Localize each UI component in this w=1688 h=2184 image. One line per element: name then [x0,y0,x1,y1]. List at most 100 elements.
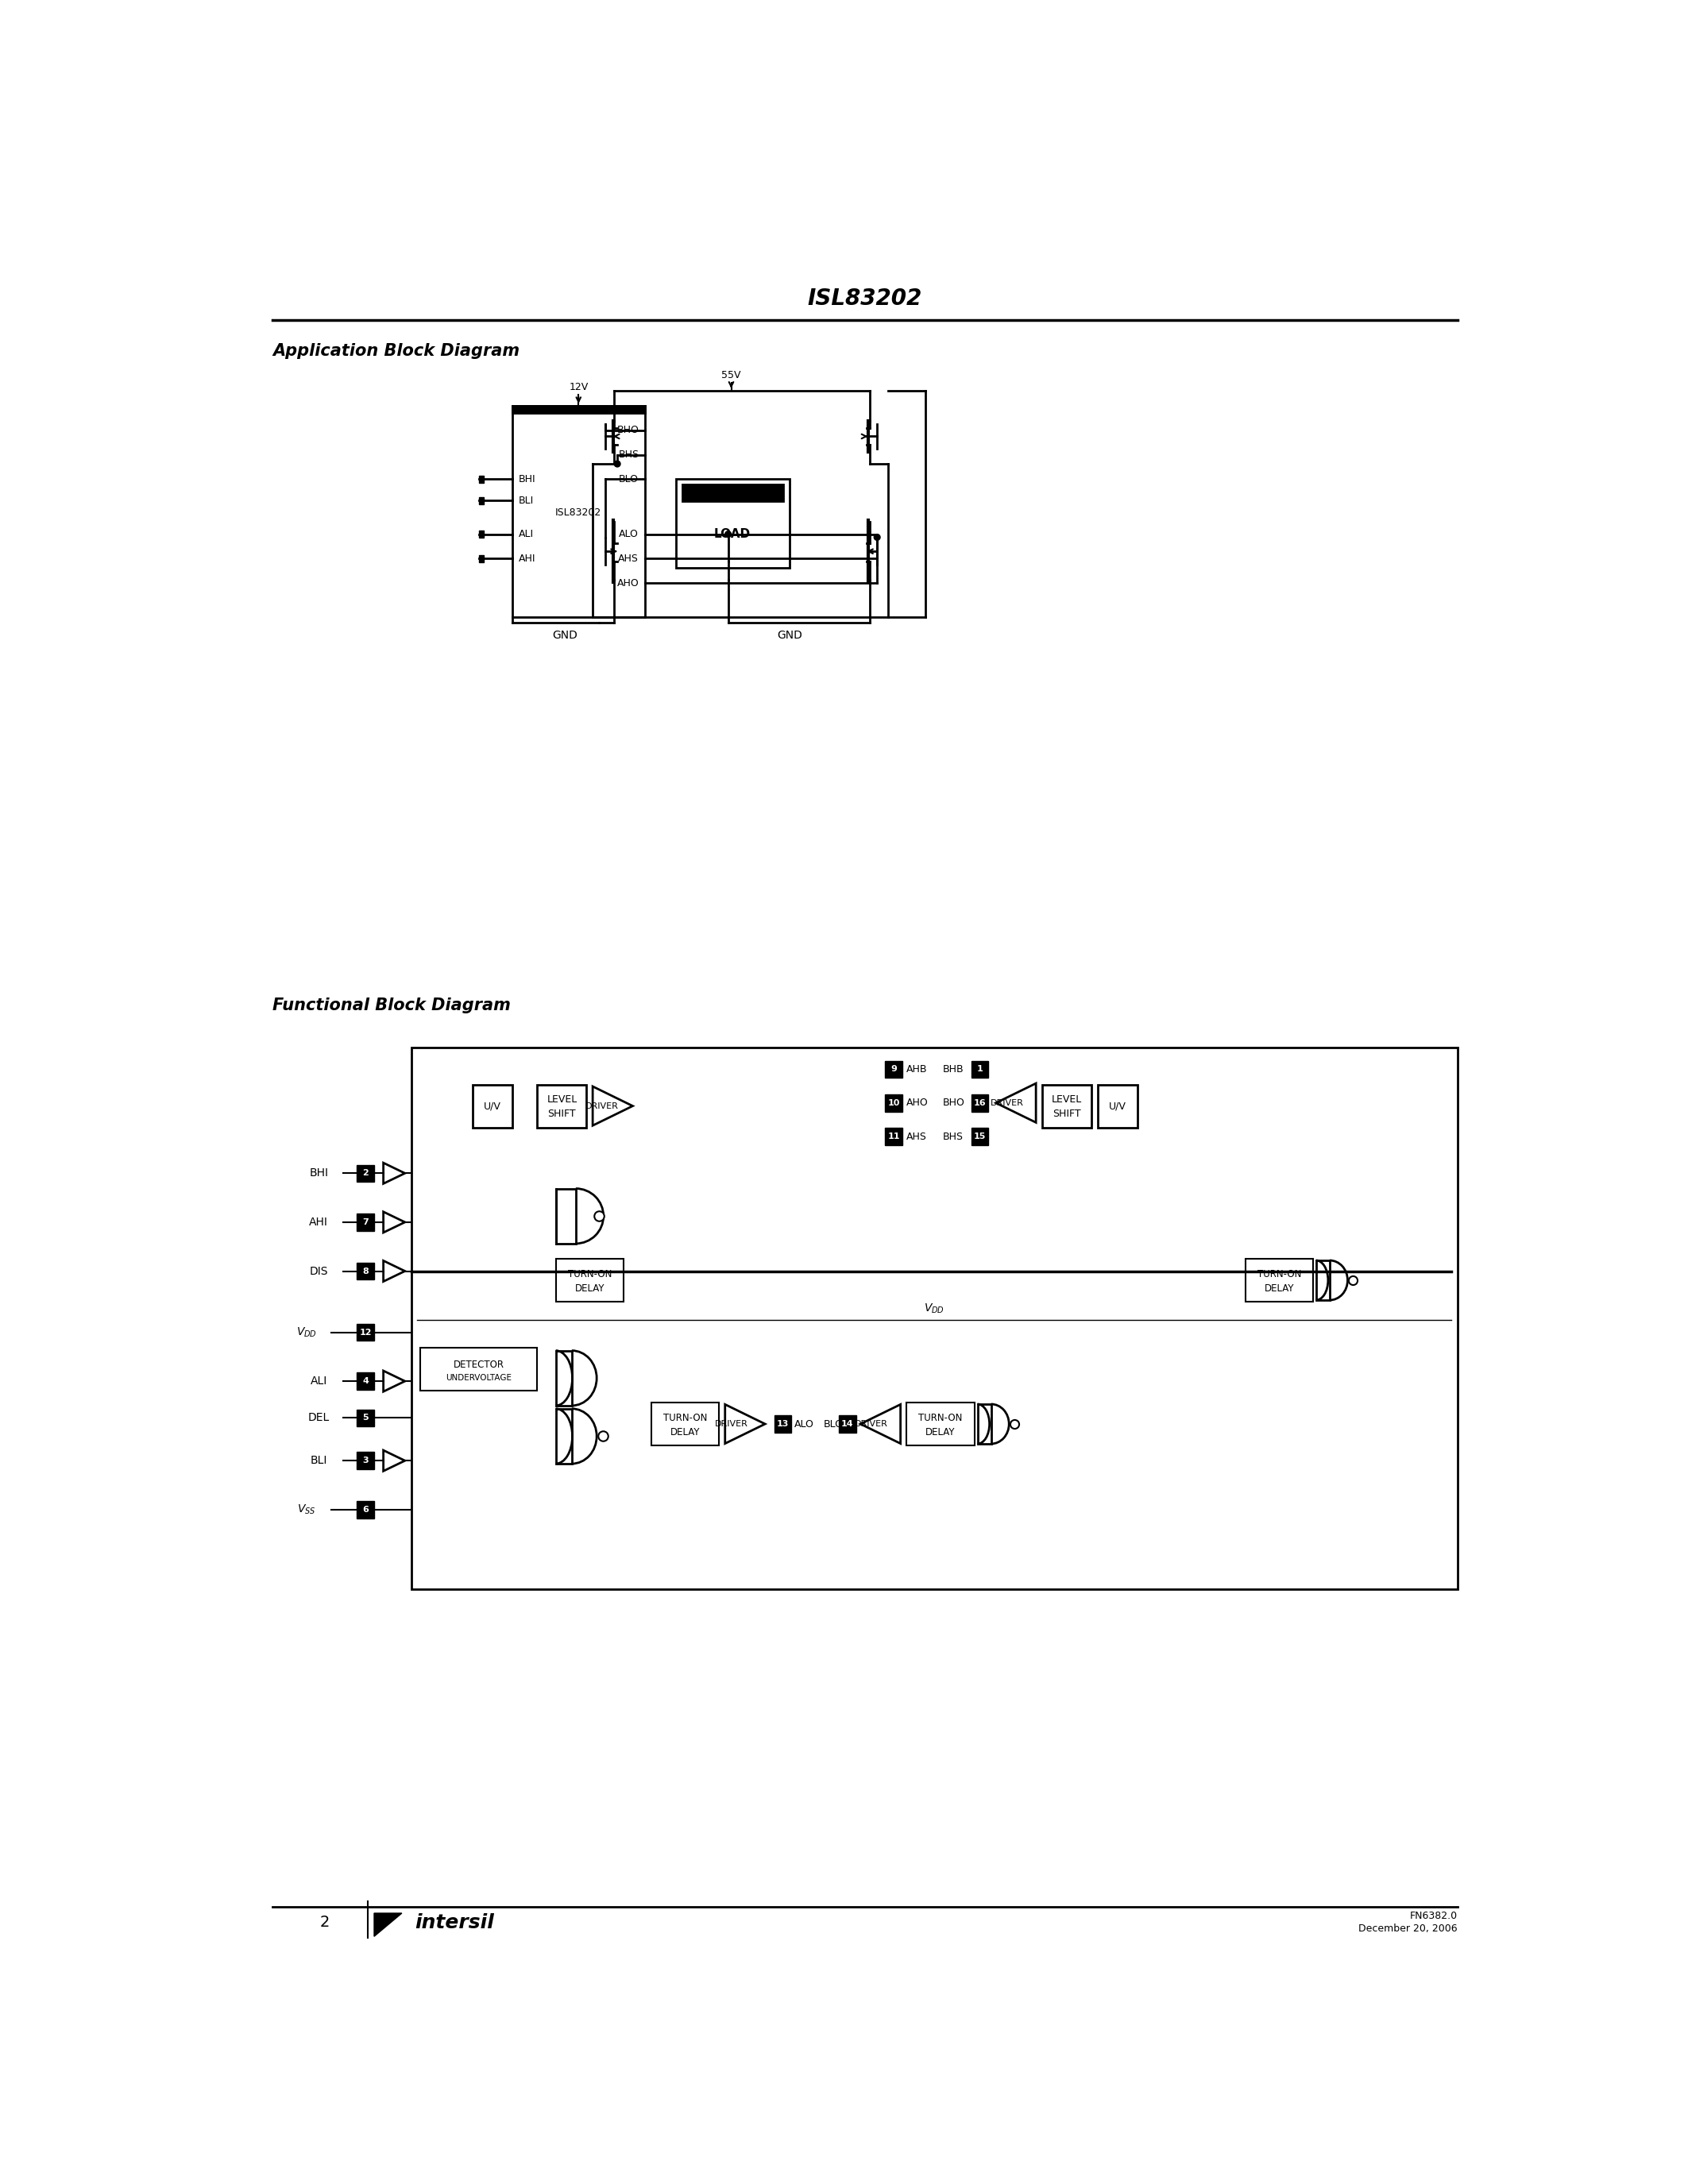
Circle shape [614,461,621,467]
Bar [555,1258,623,1302]
Bar [479,476,484,483]
Text: 11: 11 [888,1133,900,1140]
Text: 9: 9 [891,1066,896,1072]
Text: 8: 8 [363,1267,368,1275]
Circle shape [874,535,879,539]
Text: 3: 3 [363,1457,368,1465]
Text: TURN-ON: TURN-ON [1258,1269,1301,1280]
Text: DRIVER: DRIVER [991,1099,1023,1107]
Bar [356,1262,375,1280]
Bar [412,1048,1458,1590]
Text: ALI: ALI [311,1376,327,1387]
Bar [971,1094,989,1112]
Text: BHO: BHO [944,1099,966,1107]
Text: 6: 6 [363,1505,368,1514]
Text: DIS: DIS [309,1265,327,1278]
Text: LEVEL: LEVEL [547,1094,577,1105]
Bar [473,1085,513,1127]
Text: AHB: AHB [906,1064,927,1075]
Bar [356,1372,375,1389]
Text: DRIVER: DRIVER [854,1420,888,1428]
Text: BHI: BHI [518,474,537,485]
Text: 7: 7 [363,1219,368,1225]
Text: DELAY: DELAY [574,1282,604,1293]
Bar [971,1061,989,1079]
Bar [652,1402,719,1446]
Text: AHI: AHI [518,553,535,563]
Text: LEVEL: LEVEL [1052,1094,1082,1105]
Text: TURN-ON: TURN-ON [567,1269,611,1280]
Text: FN6382.0: FN6382.0 [1409,1911,1458,1922]
Text: BHS: BHS [618,450,638,461]
Bar [356,1164,375,1182]
Text: AHI: AHI [309,1216,327,1227]
Bar [537,1085,586,1127]
Text: SHIFT: SHIFT [547,1109,576,1118]
Text: DEL: DEL [307,1413,329,1424]
Text: 13: 13 [776,1420,788,1428]
Text: 1: 1 [977,1066,982,1072]
Text: Application Block Diagram: Application Block Diagram [272,343,520,358]
Text: DETECTOR: DETECTOR [454,1358,505,1369]
Text: 2: 2 [363,1168,368,1177]
Text: LOAD: LOAD [714,529,751,539]
Bar [1041,1085,1092,1127]
Bar [1097,1085,1138,1127]
Bar [971,1127,989,1144]
Text: $V_{SS}$: $V_{SS}$ [297,1503,316,1516]
Bar [1317,1260,1330,1299]
Text: ISL83202: ISL83202 [807,288,922,310]
Text: ALO: ALO [619,529,638,539]
Bar [513,406,645,616]
Text: AHS: AHS [618,553,638,563]
Text: DRIVER: DRIVER [714,1420,748,1428]
Bar [555,1188,576,1243]
Text: BHB: BHB [944,1064,964,1075]
Text: AHO: AHO [616,579,638,587]
Text: BHI: BHI [309,1168,327,1179]
Text: BLO: BLO [824,1420,844,1428]
Bar [775,1415,792,1433]
Text: ALO: ALO [793,1420,814,1428]
Text: BLI: BLI [518,496,533,507]
Text: 15: 15 [974,1133,986,1140]
Bar [356,1452,375,1470]
Text: SHIFT: SHIFT [1053,1109,1080,1118]
Bar [420,1348,537,1391]
Text: 10: 10 [888,1099,900,1107]
Text: TURN-ON: TURN-ON [918,1413,962,1424]
Bar [885,1094,903,1112]
Bar [555,1350,572,1406]
Text: 5: 5 [363,1413,368,1422]
Text: DRIVER: DRIVER [586,1103,618,1109]
Text: U/V: U/V [1109,1101,1126,1112]
Text: UNDERVOLTAGE: UNDERVOLTAGE [446,1374,511,1382]
Text: 12V: 12V [569,382,587,393]
Bar [356,1214,375,1232]
Text: BLI: BLI [311,1455,327,1465]
Text: U/V: U/V [484,1101,501,1112]
Bar [1246,1258,1313,1302]
Text: December 20, 2006: December 20, 2006 [1359,1924,1458,1933]
Text: TURN-ON: TURN-ON [663,1413,707,1424]
Text: GND: GND [552,629,577,640]
Text: BLO: BLO [619,474,638,485]
Bar [682,485,783,500]
Text: 55V: 55V [721,369,741,380]
Bar [479,555,484,561]
Text: intersil: intersil [415,1913,495,1933]
Bar [356,1324,375,1341]
Text: BHS: BHS [944,1131,964,1142]
Text: DELAY: DELAY [670,1426,701,1437]
Bar [839,1415,856,1433]
Bar [885,1127,903,1144]
Text: 12: 12 [360,1328,371,1337]
Text: BHO: BHO [616,426,638,435]
Bar [513,406,645,413]
Text: GND: GND [776,629,802,640]
Text: 4: 4 [363,1378,368,1385]
Bar [356,1409,375,1426]
Text: ISL83202: ISL83202 [555,507,601,518]
Text: 2: 2 [321,1915,329,1931]
Text: AHS: AHS [906,1131,927,1142]
